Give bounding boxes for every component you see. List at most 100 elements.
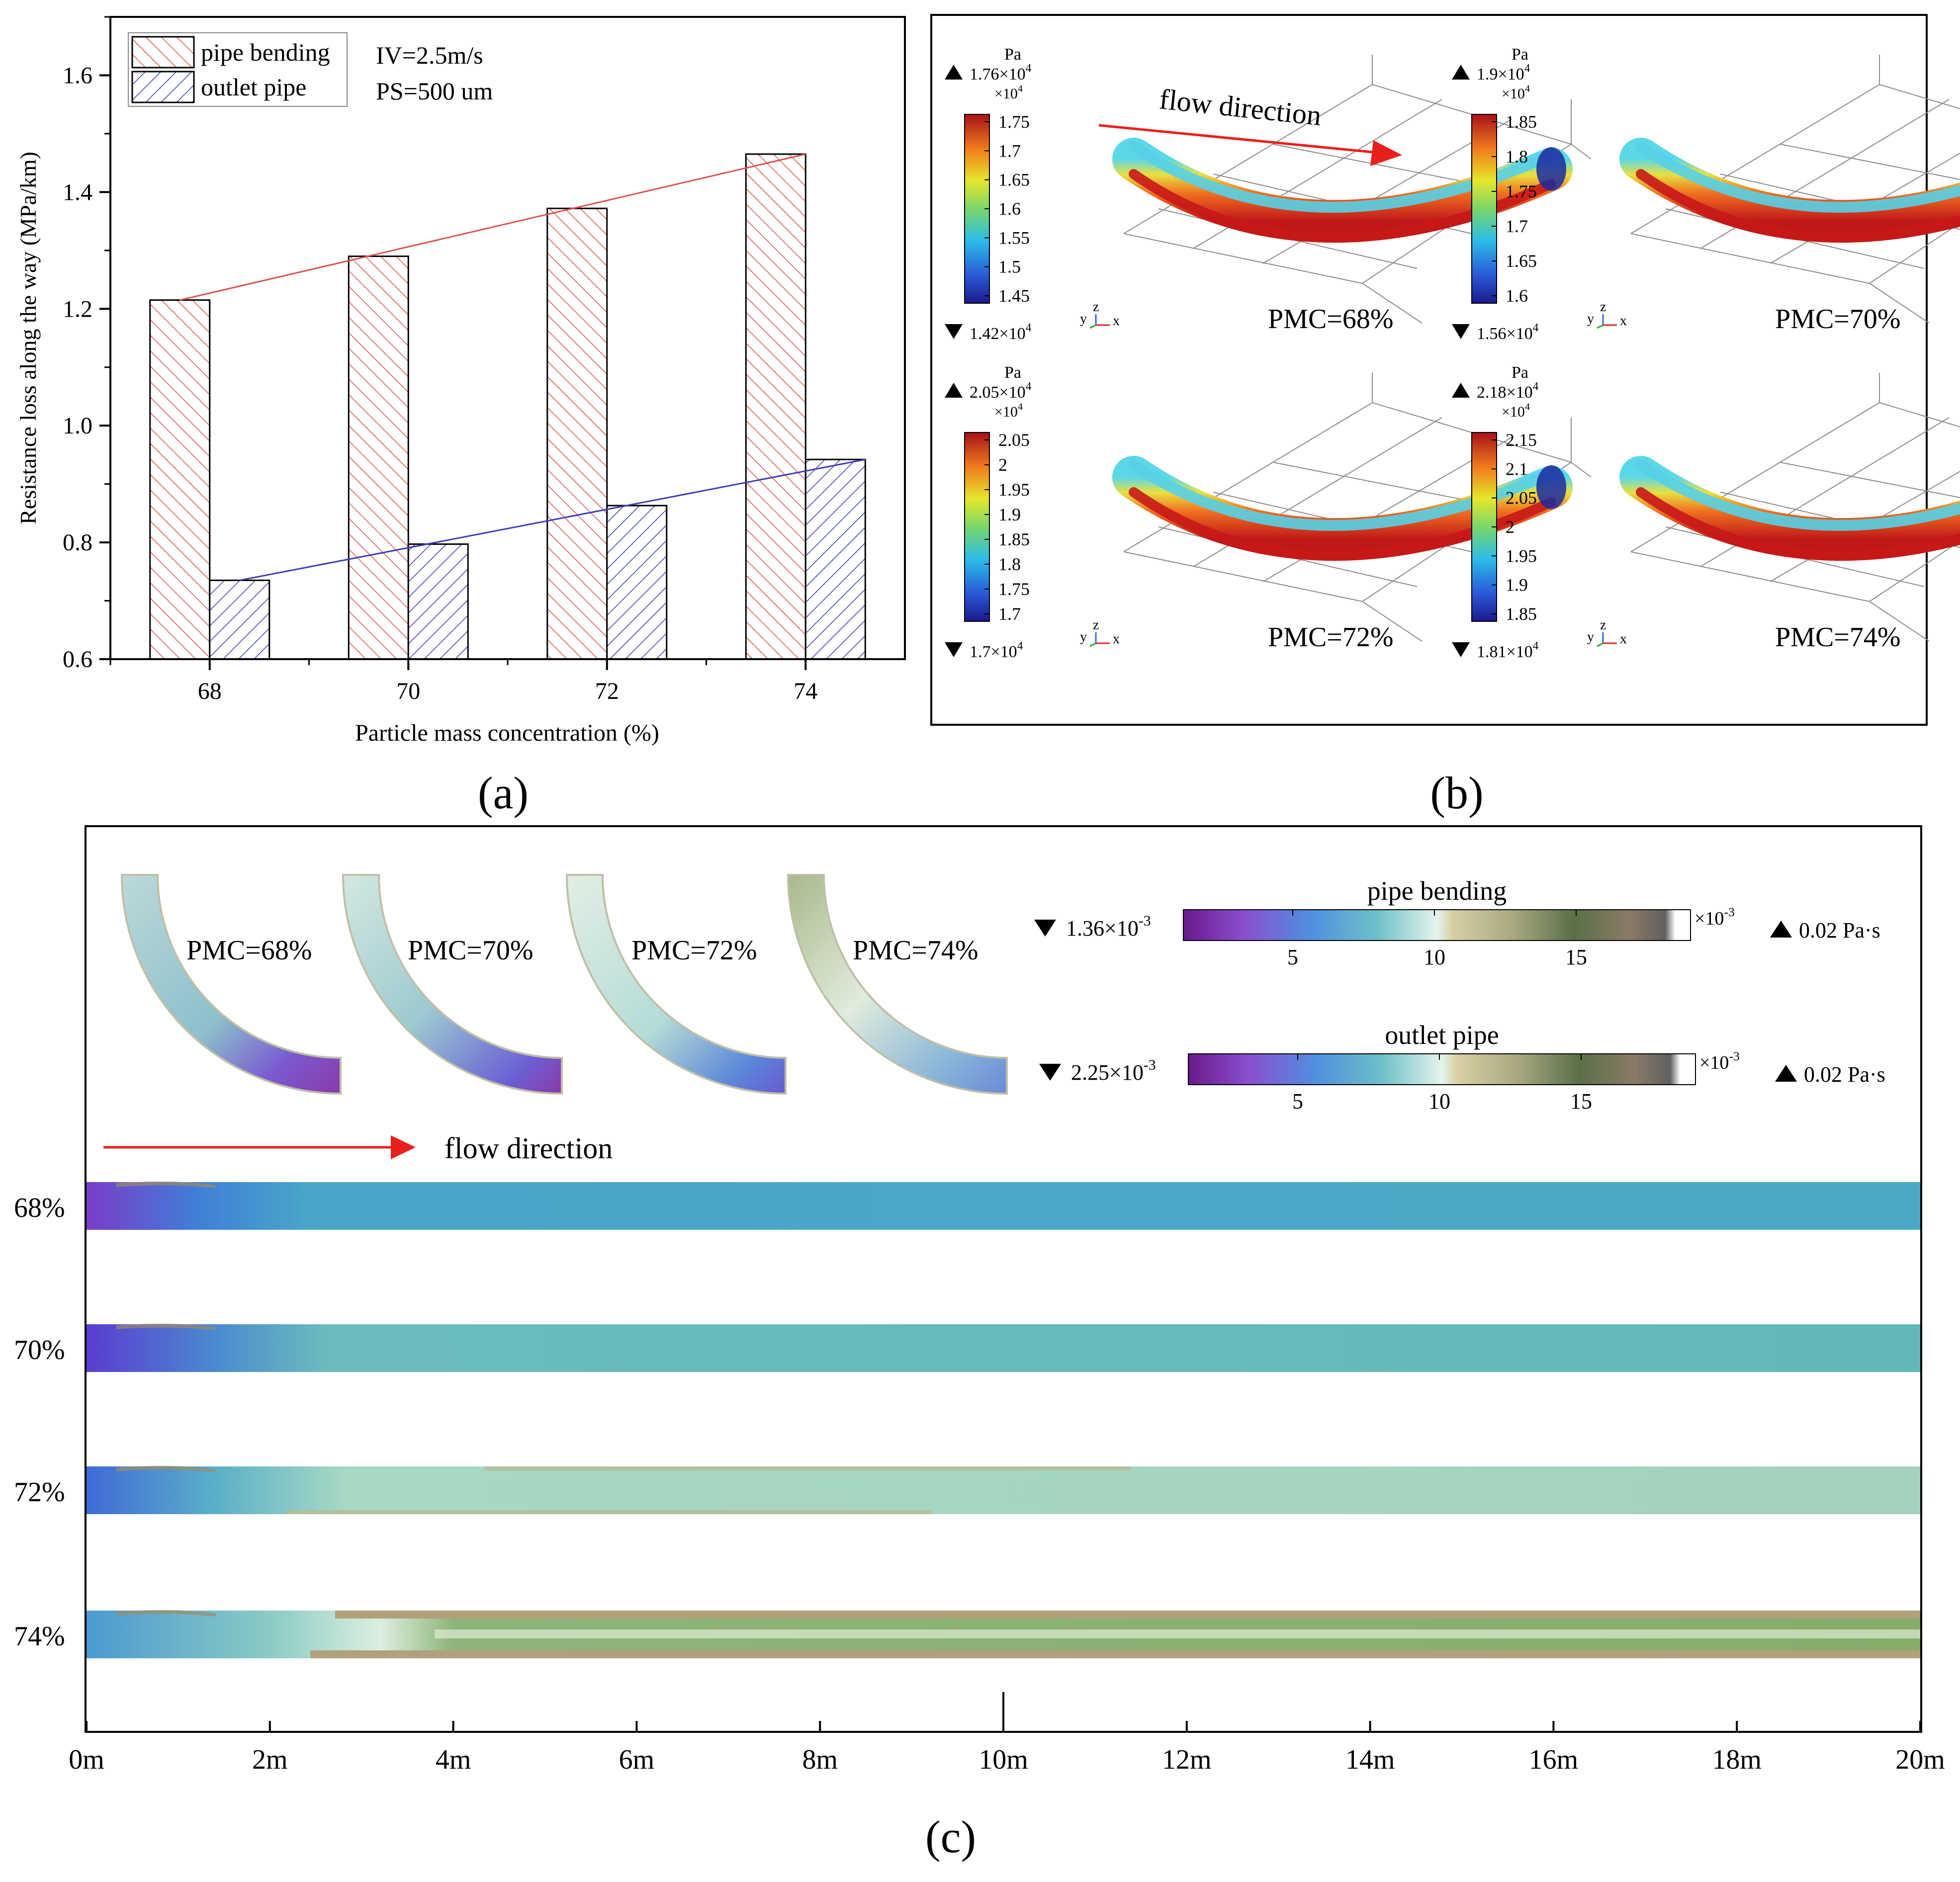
colorbar-tick-label: 2.05 bbox=[998, 430, 1030, 450]
distance-tick-label: 20m bbox=[1895, 1744, 1945, 1775]
wall-band bbox=[285, 1510, 932, 1514]
x-axis: 68 70 72 74 bbox=[109, 659, 817, 704]
colorbar-tick-label: 15 bbox=[1565, 945, 1587, 969]
pipe-contour-strip bbox=[87, 1182, 1920, 1230]
elbow-label: PMC=68% bbox=[186, 935, 312, 966]
pipe-shadow bbox=[1636, 487, 1960, 561]
multiplier: ×104 bbox=[1502, 402, 1530, 421]
wireframe-line bbox=[1630, 233, 1870, 284]
elbow-label: PMC=74% bbox=[853, 935, 979, 966]
elbow-shape bbox=[565, 874, 787, 1095]
row-label: 74% bbox=[14, 1621, 65, 1652]
axis-triad-icon bbox=[1089, 642, 1096, 647]
colorbar-tick-label: 1.85 bbox=[998, 529, 1030, 549]
colorbar-tick-label: 1.7 bbox=[998, 141, 1021, 161]
distance-tick-label: 10m bbox=[979, 1744, 1028, 1775]
axis-triad-z: z bbox=[1600, 617, 1606, 633]
panel-b-frame bbox=[930, 14, 1928, 726]
y-tick-label: 1.2 bbox=[63, 296, 92, 322]
colorbar-tick-label: 10 bbox=[1424, 945, 1445, 969]
trend-line-outlet-pipe bbox=[239, 458, 866, 581]
colorbar-tick-label: 1.5 bbox=[998, 257, 1021, 277]
wireframe-line bbox=[1869, 222, 1960, 284]
colorbar-tick-label: 1.75 bbox=[998, 579, 1030, 599]
wireframe-line bbox=[1879, 402, 1960, 428]
colorbar-tick-label: 1.55 bbox=[998, 228, 1030, 248]
max-marker-icon bbox=[945, 65, 963, 80]
min-value: 1.7×104 bbox=[970, 640, 1023, 661]
colorbar-tick-label: 1.6 bbox=[998, 199, 1021, 219]
colorbar-tick-label: 1.75 bbox=[1506, 181, 1537, 201]
elbow-shape bbox=[787, 874, 1008, 1095]
wall-band bbox=[335, 1611, 1920, 1619]
colorbar-tick-label: 1.7 bbox=[1506, 216, 1528, 236]
wall-band bbox=[116, 1181, 216, 1188]
colorbar-title: pipe bending bbox=[1367, 876, 1507, 906]
colorbar-tick-label: 1.85 bbox=[1506, 112, 1537, 132]
distance-tick-label: 16m bbox=[1529, 1744, 1579, 1775]
colorbar-tick-label: 15 bbox=[1570, 1089, 1592, 1113]
bar-pipe-bending-70 bbox=[348, 256, 409, 660]
viscosity-colorbar-pipe-bending: pipe bending 5 10 15 ×10-3 1.36×10-3 0.02 Pa·s bbox=[1034, 876, 1880, 969]
colorbar-tick-label: 10 bbox=[1428, 1089, 1450, 1113]
outlet-pipe-row-3: 72% bbox=[14, 1465, 1920, 1514]
outlet-pipe-row-4: 74% bbox=[14, 1610, 1920, 1658]
pipe-bend-surface bbox=[1619, 138, 1960, 243]
legend-swatch-outlet-pipe bbox=[131, 71, 195, 103]
pressure-case-2: Pa1.9×104×104 1.85 1.8 1.75 1.7 1.65 1.6 1.56×1… bbox=[1452, 45, 1960, 343]
x-tick-label: 70 bbox=[396, 678, 420, 704]
case-label: PMC=68% bbox=[1268, 304, 1394, 335]
outlet-pipe-row-2: 70% bbox=[14, 1323, 1920, 1372]
case-label: PMC=72% bbox=[1268, 622, 1394, 653]
axis-triad-x: x bbox=[1620, 313, 1627, 329]
distance-tick-label: 8m bbox=[802, 1744, 838, 1775]
axis-triad-x: x bbox=[1113, 631, 1120, 647]
min-value: 1.81×104 bbox=[1477, 640, 1539, 661]
pipe-shadow bbox=[1636, 169, 1960, 243]
bar-pipe-bending-68 bbox=[149, 299, 211, 660]
legend-label-outlet-pipe: outlet pipe bbox=[201, 73, 306, 101]
panel-label-a: (a) bbox=[478, 768, 529, 818]
max-value: 2.05×104 bbox=[970, 380, 1032, 402]
elbow-shape bbox=[120, 874, 342, 1095]
wireframe-line bbox=[1571, 144, 1592, 160]
colorbar-tick-label: 1.95 bbox=[998, 480, 1030, 500]
panel-b-pressure-contours: Pa1.76×104×1041.751.71.651.61.551.51.451… bbox=[930, 14, 1960, 818]
colorbar-tick-label: 1.8 bbox=[1506, 147, 1528, 167]
distance-tick-label: 6m bbox=[619, 1744, 655, 1775]
colorbar-tick-label: 1.6 bbox=[1506, 286, 1528, 306]
min-marker-icon bbox=[1039, 1064, 1061, 1081]
case-label: PMC=74% bbox=[1775, 622, 1901, 653]
axis-triad-z: z bbox=[1600, 299, 1606, 315]
flow-direction-label-c: flow direction bbox=[445, 1132, 613, 1165]
max-marker-icon bbox=[1452, 65, 1470, 80]
axis-triad-y: y bbox=[1080, 311, 1087, 327]
axis-triad-y: y bbox=[1080, 629, 1087, 645]
y-axis: 0.6 0.8 1.0 1.2 1.4 1.6 bbox=[63, 16, 110, 673]
max-value: 2.18×104 bbox=[1477, 380, 1539, 402]
annotation-iv: IV=2.5m/s bbox=[376, 41, 483, 69]
max-marker-icon bbox=[1775, 1065, 1797, 1082]
pressure-colorbar bbox=[1471, 114, 1497, 304]
multiplier: ×104 bbox=[994, 402, 1023, 421]
distance-tick-label: 4m bbox=[436, 1744, 471, 1775]
colorbar-max: 0.02 Pa·s bbox=[1804, 1062, 1885, 1087]
wireframe-line bbox=[1879, 84, 1960, 109]
colorbar-tick-label: 1.7 bbox=[998, 604, 1021, 624]
unit-label: Pa bbox=[1004, 45, 1021, 64]
bar-outlet-pipe-70 bbox=[407, 543, 469, 660]
colorbar-tick-label: 2.15 bbox=[1506, 430, 1537, 450]
axis-triad-y: y bbox=[1587, 311, 1594, 327]
bar-outlet-pipe-68 bbox=[209, 579, 270, 660]
elbow-contour-2: PMC=70% bbox=[342, 874, 563, 1095]
row-label: 68% bbox=[14, 1193, 65, 1223]
bar-pipe-bending-74 bbox=[745, 153, 806, 660]
max-marker-icon bbox=[1770, 921, 1792, 938]
y-tick-label: 0.8 bbox=[63, 529, 92, 556]
panel-label-b: (b) bbox=[1430, 768, 1483, 818]
colorbar-tick-label: 1.65 bbox=[998, 170, 1030, 190]
elbow-label: PMC=70% bbox=[408, 935, 534, 966]
elbow-contour-4: PMC=74% bbox=[787, 874, 1008, 1095]
pipe-outlet-end bbox=[1536, 465, 1566, 509]
